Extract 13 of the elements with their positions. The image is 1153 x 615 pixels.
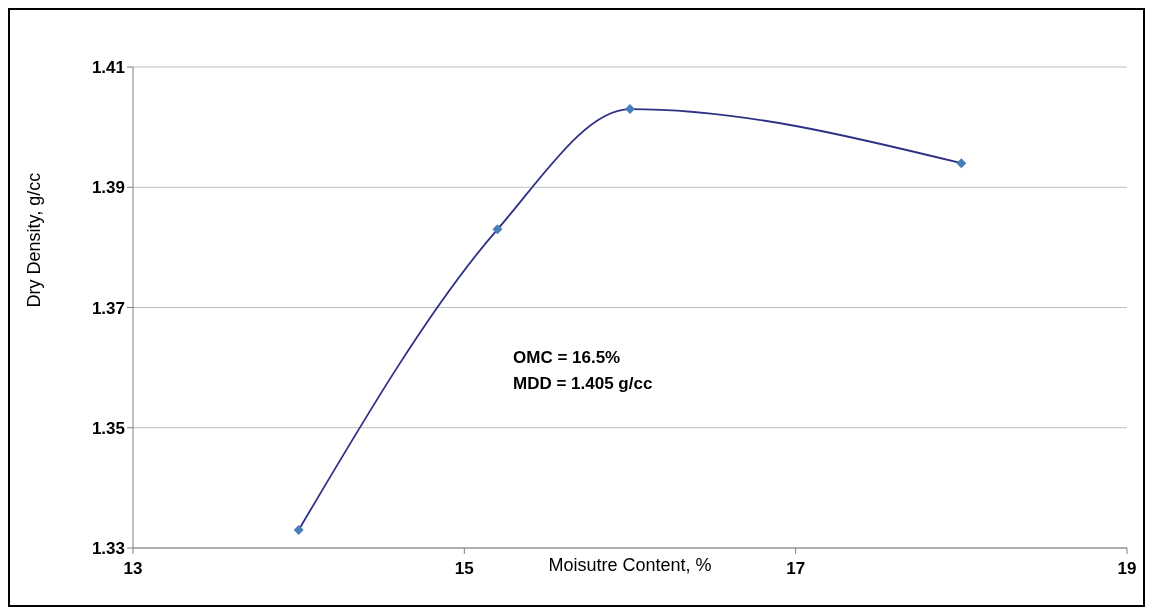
annotation: OMC = 16.5% [513, 348, 621, 367]
y-axis-title: Dry Density, g/cc [24, 172, 45, 308]
x-tick-label: 17 [786, 559, 806, 579]
y-tick-label: 1.35 [91, 418, 125, 438]
x-axis-title: Moisutre Content, % [548, 554, 712, 575]
y-tick-label: 1.37 [91, 298, 125, 318]
y-tick-label: 1.33 [91, 539, 125, 559]
x-tick-label: 15 [454, 559, 474, 579]
x-tick-label: 19 [1117, 559, 1137, 579]
annotation: MDD = 1.405 g/cc [513, 374, 653, 393]
y-tick-label: 1.39 [91, 178, 125, 198]
y-tick-label: 1.41 [91, 58, 125, 78]
x-tick-label: 13 [123, 559, 143, 579]
